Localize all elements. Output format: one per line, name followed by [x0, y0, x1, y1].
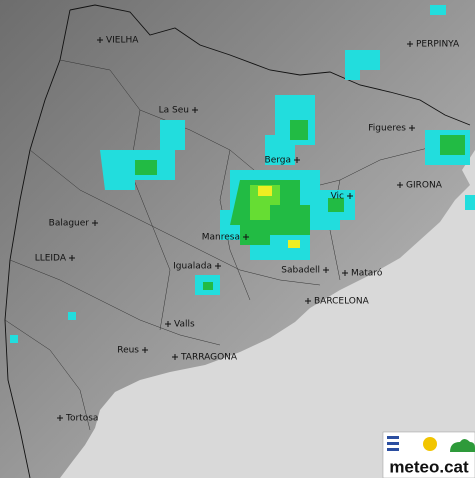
- city-marker: [409, 125, 415, 131]
- city-label: BARCELONA: [314, 297, 370, 307]
- city-marker: [57, 415, 63, 421]
- city-marker: [215, 263, 221, 269]
- city-label: PERPINYA: [416, 40, 460, 50]
- cloud-icon: [450, 439, 475, 452]
- city-marker: [323, 267, 329, 273]
- city-marker: [342, 270, 348, 276]
- city-label: Balaguer: [49, 219, 90, 229]
- city-label: TARRAGONA: [180, 353, 238, 363]
- city-marker: [294, 157, 300, 163]
- city-marker: [305, 298, 311, 304]
- logo: meteo.cat: [382, 431, 475, 478]
- city-label: La Seu: [159, 106, 189, 116]
- city-label: Tortosa: [65, 414, 98, 424]
- city-label: Valls: [174, 320, 195, 330]
- city-marker: [407, 41, 413, 47]
- city-marker: [397, 182, 403, 188]
- city-label: Mataró: [351, 268, 383, 279]
- city-marker: [69, 255, 75, 261]
- city-label: Sabadell: [281, 266, 320, 276]
- city-labels: VIELHA PERPINYA La Seu Berga Figueres GIRONA B…: [35, 36, 460, 424]
- city-label: Figueres: [368, 124, 406, 134]
- radar-echoes: [10, 5, 475, 343]
- city-label: VIELHA: [106, 36, 139, 46]
- city-label: Berga: [265, 156, 291, 166]
- city-marker: [92, 220, 98, 226]
- city-marker: [97, 37, 103, 43]
- city-marker: [192, 107, 198, 113]
- city-label: LLEIDA: [35, 254, 67, 264]
- city-label: GIRONA: [406, 181, 443, 191]
- sun-icon: [423, 437, 437, 451]
- city-label: Igualada: [173, 262, 212, 272]
- city-marker: [172, 354, 178, 360]
- city-marker: [243, 234, 249, 240]
- city-marker: [347, 193, 353, 199]
- city-marker: [142, 347, 148, 353]
- city-marker: [165, 321, 171, 327]
- city-label: Vic: [331, 192, 344, 202]
- logo-text: meteo.cat: [389, 457, 469, 476]
- city-label: Reus: [117, 346, 139, 356]
- city-label: Manresa: [202, 233, 240, 243]
- borders: [4, 4, 471, 478]
